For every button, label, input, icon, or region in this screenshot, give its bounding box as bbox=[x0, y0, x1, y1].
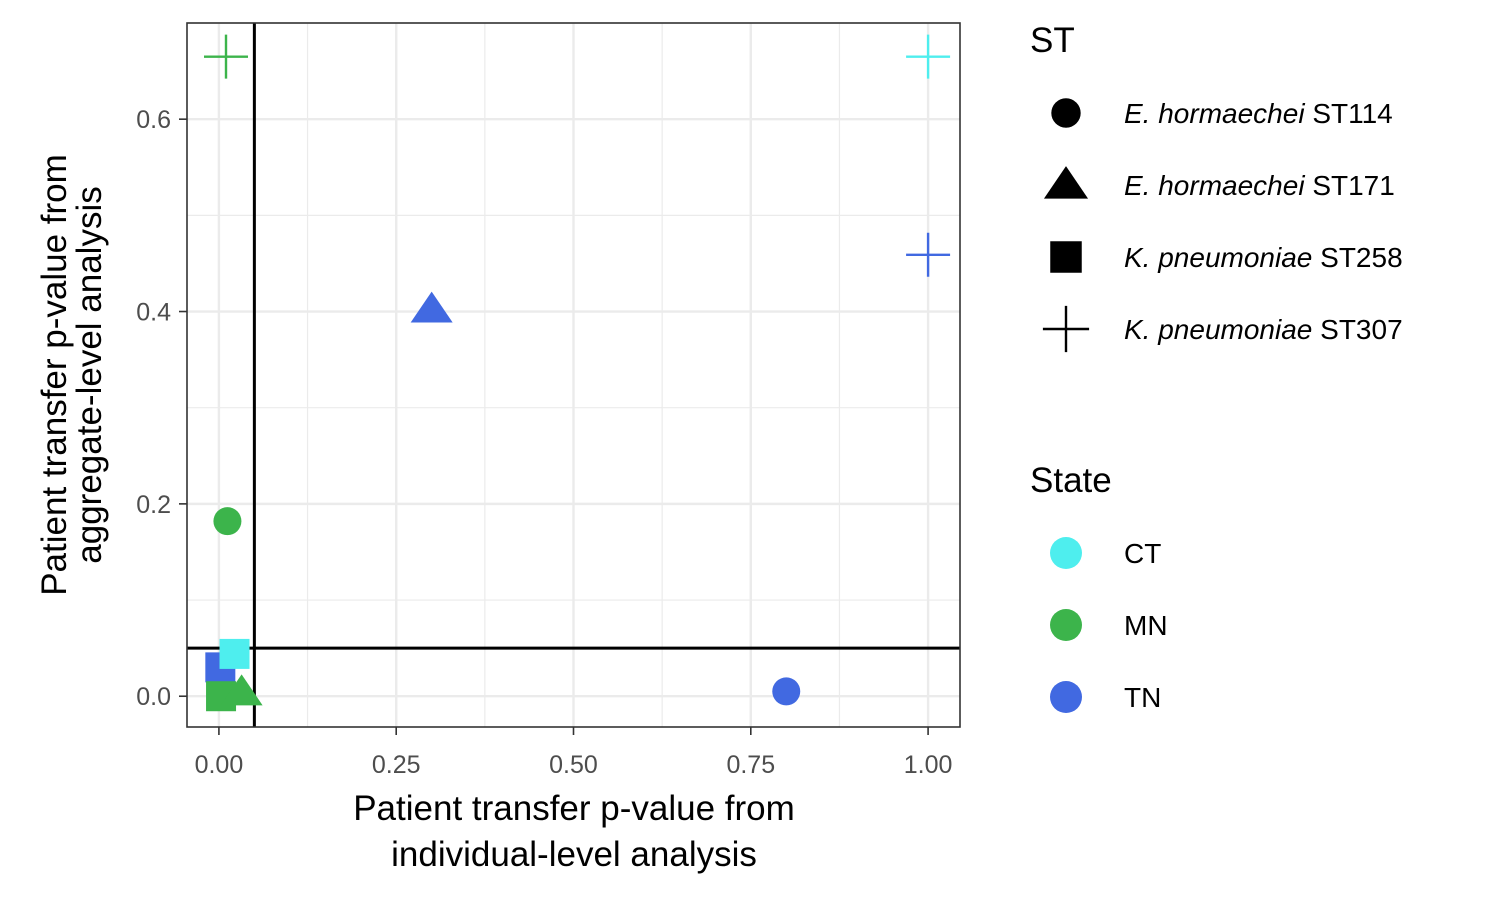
legend-species-name: E. hormaechei bbox=[1124, 98, 1305, 129]
legend-st-name: ST114 bbox=[1305, 98, 1393, 129]
y-axis-title-line-2: aggregate-level analysis bbox=[70, 186, 109, 563]
legend-st-name: ST171 bbox=[1305, 170, 1395, 201]
x-tick-label: 1.00 bbox=[904, 751, 953, 779]
legend-state-label: CT bbox=[1124, 538, 1161, 569]
legend-species-name: K. pneumoniae bbox=[1124, 314, 1312, 345]
reference-lines bbox=[187, 23, 960, 727]
x-axis-title: Patient transfer p-value from individual… bbox=[353, 789, 795, 874]
legend-species-name: E. hormaechei bbox=[1124, 170, 1305, 201]
legend-st-key bbox=[1051, 98, 1081, 128]
legend-species-name: K. pneumoniae bbox=[1124, 242, 1312, 273]
legend-st-label: K. pneumoniae ST258 bbox=[1124, 242, 1403, 273]
data-point bbox=[410, 291, 453, 323]
legend-state: State CT MN TN bbox=[1030, 461, 1168, 713]
x-axis-title-line-1: Patient transfer p-value from bbox=[353, 789, 795, 828]
data-points bbox=[204, 34, 951, 712]
legend-st-name: ST307 bbox=[1312, 314, 1402, 345]
legend-state-title: State bbox=[1030, 461, 1112, 500]
x-axis-ticks: 0.00 0.25 0.50 0.75 1.00 bbox=[195, 727, 953, 779]
legend-st-key bbox=[1050, 241, 1082, 273]
y-axis-title-line-1: Patient transfer p-value from bbox=[35, 154, 74, 596]
data-point bbox=[213, 507, 242, 536]
data-point bbox=[906, 232, 951, 277]
legend-st-name: ST258 bbox=[1312, 242, 1402, 273]
x-tick-label: 0.75 bbox=[726, 751, 775, 779]
data-point bbox=[772, 677, 801, 706]
x-tick-label: 0.25 bbox=[372, 751, 421, 779]
y-axis-ticks: 0.0 0.2 0.4 0.6 bbox=[136, 106, 187, 711]
y-tick-label: 0.2 bbox=[136, 491, 171, 519]
data-point bbox=[906, 34, 951, 79]
legend-st-title: ST bbox=[1030, 21, 1075, 60]
y-tick-label: 0.0 bbox=[136, 683, 171, 711]
legend-state-key bbox=[1050, 537, 1082, 569]
legend-state-label: TN bbox=[1124, 682, 1161, 713]
legend-st-label: E. hormaechei ST171 bbox=[1124, 170, 1395, 201]
x-axis-title-line-2: individual-level analysis bbox=[391, 835, 757, 874]
legend-state-key bbox=[1050, 609, 1082, 641]
legend-st-key bbox=[1043, 166, 1089, 199]
legend-st-label: K. pneumoniae ST307 bbox=[1124, 314, 1403, 345]
legend-state-label: MN bbox=[1124, 610, 1168, 641]
data-point bbox=[220, 674, 263, 706]
legend-st-key bbox=[1042, 305, 1090, 353]
x-tick-label: 0.00 bbox=[195, 751, 244, 779]
y-tick-label: 0.4 bbox=[136, 299, 171, 327]
data-point bbox=[204, 34, 249, 79]
x-tick-label: 0.50 bbox=[549, 751, 598, 779]
y-axis-title: Patient transfer p-value from aggregate-… bbox=[35, 154, 109, 596]
data-point bbox=[219, 638, 250, 669]
y-tick-label: 0.6 bbox=[136, 106, 171, 134]
legend-st-label: E. hormaechei ST114 bbox=[1124, 98, 1393, 129]
legend-state-key bbox=[1050, 681, 1082, 713]
